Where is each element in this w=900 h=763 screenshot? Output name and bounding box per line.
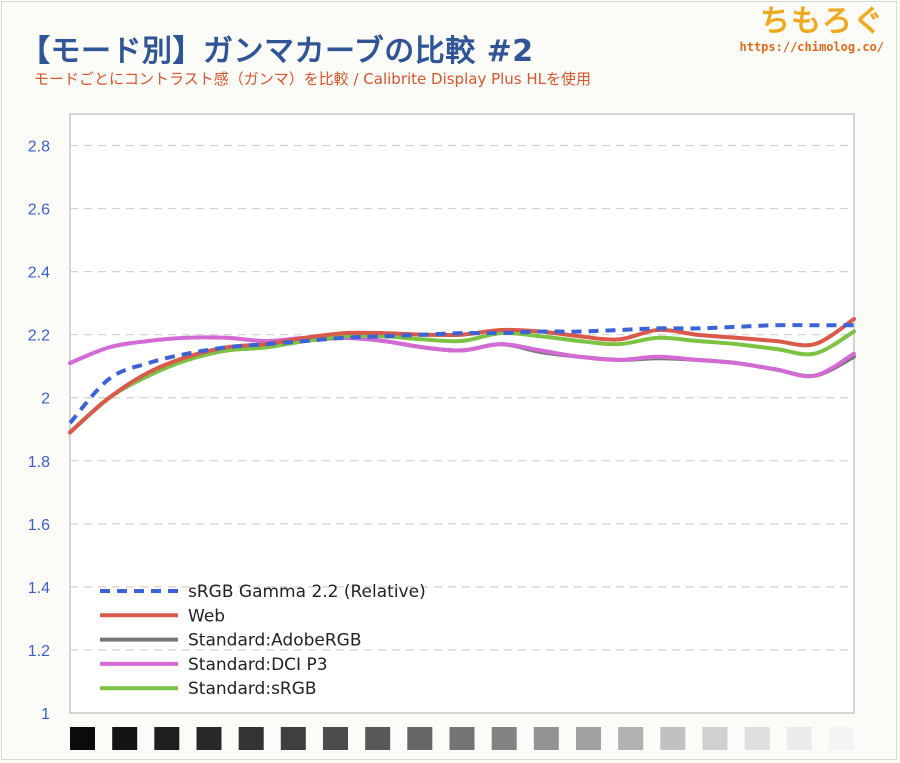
plot-area [69,113,855,714]
logo: ちもろぐ https://chimolog.co/ [740,4,885,54]
series-line-3 [68,335,856,379]
y-tick-label: 2.4 [28,265,50,282]
y-tick-label: 1.4 [28,580,50,597]
legend-label: Standard:sRGB [188,679,317,699]
legend-label: Web [188,606,225,626]
gray-step [196,727,222,750]
gray-step [744,727,770,750]
legend-label: Standard:DCI P3 [188,655,328,675]
y-axis-ticks: 1 1.2 1.4 1.6 1.8 2 2.2 2.4 2.6 2.8 [28,139,50,723]
y-tick-label: 2.2 [28,328,50,345]
y-tick-label: 1 [41,706,50,723]
series-line-0 [68,323,854,425]
gray-step [323,727,348,750]
gray-step [70,727,95,750]
gray-step [365,727,391,750]
logo-text: ちもろぐ [760,4,884,39]
gray-step [491,727,517,750]
y-tick-label: 1.6 [28,517,50,534]
gray-step [280,727,306,750]
gray-step [660,727,686,750]
gray-step [238,727,264,750]
chart-title: 【モード別】ガンマカーブの比較 #2 [20,34,534,69]
legend-label: Standard:AdobeRGB [188,631,362,651]
gray-step [702,727,728,750]
chart-subtitle: モードごとにコントラスト感（ガンマ）を比較 / Calibrite Displa… [34,70,592,88]
gray-step [112,727,138,750]
gray-step [618,727,644,750]
series-lines [68,316,856,435]
y-tick-label: 2.6 [28,202,50,219]
series-line-4 [68,329,856,435]
gray-step [576,727,601,750]
y-tick-label: 1.8 [28,454,50,471]
gray-step [154,727,180,750]
legend-label: sRGB Gamma 2.2 (Relative) [188,582,426,602]
y-tick-label: 1.2 [28,643,50,660]
gray-step [533,727,559,750]
gray-step [407,727,433,750]
y-tick-label: 2.8 [28,139,50,156]
gray-step [449,727,475,750]
gray-step [786,727,812,750]
y-tick-label: 2 [41,391,50,408]
legend: sRGB Gamma 2.2 (Relative) Web Standard:Ado… [100,582,426,699]
gray-step [829,727,854,750]
logo-url: https://chimolog.co/ [739,40,885,54]
gray-step-bar [70,727,854,750]
